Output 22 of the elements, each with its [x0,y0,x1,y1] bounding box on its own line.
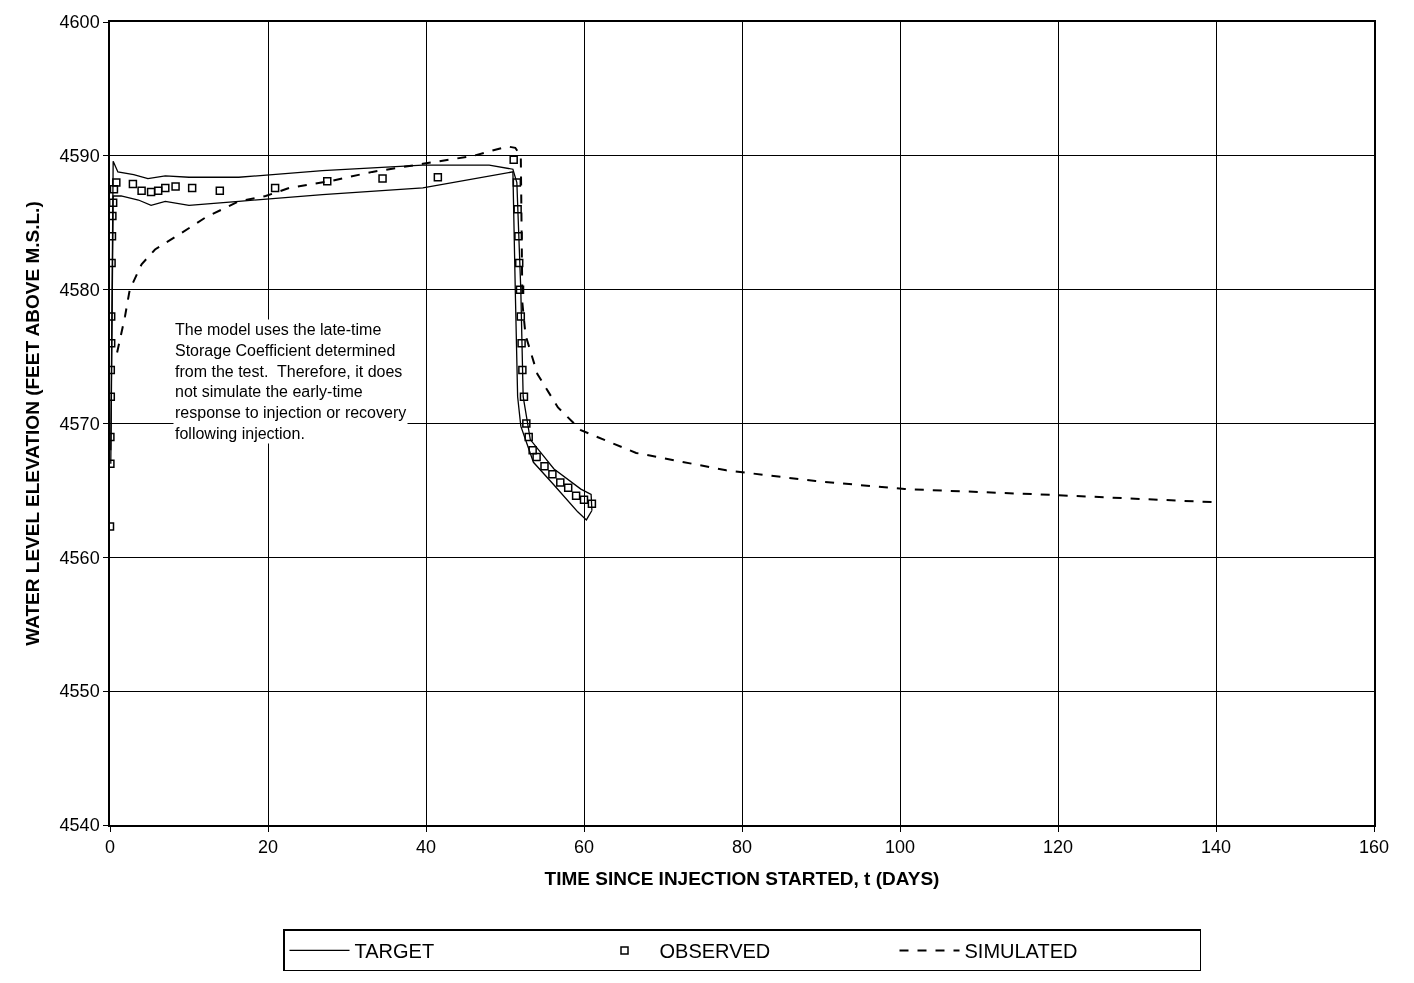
x-axis-title: TIME SINCE INJECTION STARTED, t (DAYS) [544,867,940,889]
x-tick-label: 140 [1200,837,1232,858]
y-tick-label: 4560 [59,547,100,568]
x-tick-label: 160 [1358,837,1390,858]
annotation: The model uses the late-time Storage Coefficient determined from the test. Therefore, it does not simulate the early-time response to injection or recovery following injection. [175,321,407,442]
y-tick-label: 4540 [59,815,100,836]
x-tick-label: 0 [104,837,116,858]
x-tick-label: 80 [731,837,753,858]
x-tick-label: 60 [573,837,595,858]
x-tick-label: 120 [1042,837,1074,858]
y-tick-label: 4600 [59,12,100,33]
y-tick-label: 4580 [59,279,100,300]
y-tick-label: 4550 [59,681,100,702]
x-tick-label: 100 [884,837,916,858]
y-tick-label: 4590 [59,146,100,167]
x-tick-label: 20 [257,837,279,858]
legend-label: SIMULATED [964,940,1078,963]
y-tick-label: 4570 [59,413,100,434]
legend-label: OBSERVED [659,940,771,963]
legend-label: TARGET [354,940,435,963]
y-axis-title: WATER LEVEL ELEVATION (FEET ABOVE M.S.L.) [21,201,43,646]
x-tick-label: 40 [415,837,437,858]
